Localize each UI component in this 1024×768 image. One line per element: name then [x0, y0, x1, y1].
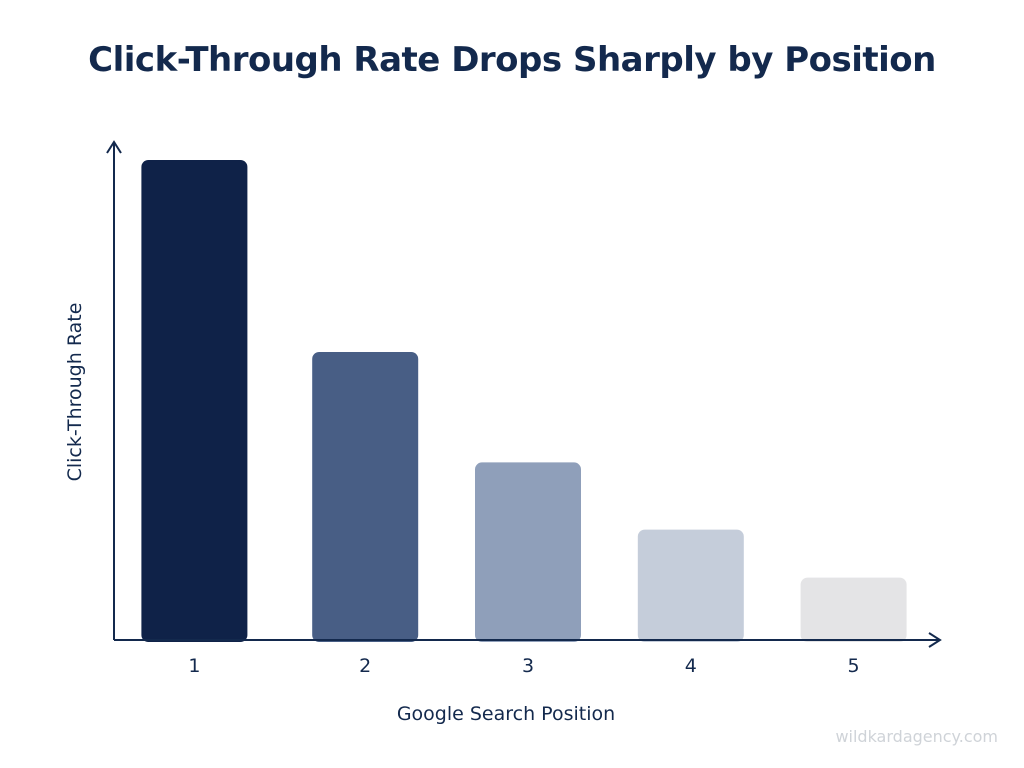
axes-group	[106, 140, 942, 648]
y-axis-label: Click-Through Rate	[64, 303, 86, 482]
bar-position-5	[800, 577, 907, 642]
x-axis-label: Google Search Position	[397, 703, 615, 725]
bars-group	[141, 160, 907, 642]
x-tick-label: 2	[359, 655, 371, 677]
chart-title: Click-Through Rate Drops Sharply by Posi…	[88, 40, 936, 80]
bar-position-4	[637, 529, 744, 642]
x-tick-labels: 1 2 3 4 5	[188, 655, 859, 677]
x-tick-label: 3	[522, 655, 534, 677]
bar-position-1	[141, 160, 248, 642]
x-tick-label: 5	[848, 655, 860, 677]
y-axis-arrow	[106, 140, 122, 154]
x-tick-label: 1	[188, 655, 200, 677]
bar-position-3	[475, 462, 581, 642]
x-axis-arrow	[928, 632, 942, 648]
watermark-text: wildkardagency.com	[835, 727, 998, 746]
x-tick-label: 4	[685, 655, 697, 677]
bar-position-2	[312, 352, 419, 642]
